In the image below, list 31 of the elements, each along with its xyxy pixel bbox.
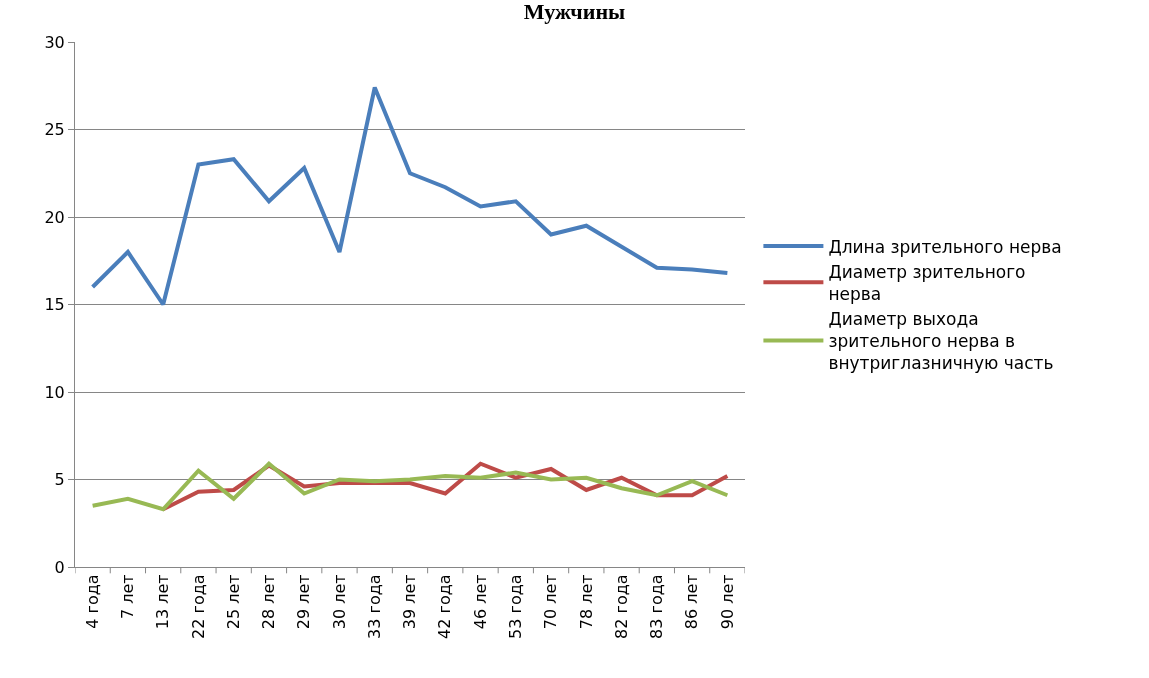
x-tick-label: 13 лет bbox=[153, 574, 173, 630]
x-tick-label: 29 лет bbox=[294, 574, 314, 630]
x-tick-label: 53 года bbox=[505, 574, 525, 639]
line-series bbox=[90, 85, 730, 307]
x-tick-label: 83 года bbox=[647, 574, 667, 639]
y-tick-label: 5 bbox=[54, 470, 65, 490]
legend-label: Диаметр зрительного нерва bbox=[828, 261, 1026, 304]
y-tick-label: 20 bbox=[44, 207, 65, 227]
y-tick-label: 0 bbox=[54, 557, 65, 577]
x-tick-label: 33 года bbox=[364, 574, 384, 639]
x-tick-label: 78 лет bbox=[576, 574, 596, 630]
x-tick-label: 30 лет bbox=[329, 574, 349, 630]
x-tick-label: 42 года bbox=[435, 574, 455, 639]
x-tick-label: 90 лет bbox=[717, 574, 737, 630]
y-tick-label: 30 bbox=[44, 32, 65, 52]
x-tick-label: 7 лет bbox=[118, 574, 138, 620]
chart-title: Мужчины bbox=[523, 0, 626, 24]
x-tick-label: 4 года bbox=[82, 574, 102, 629]
x-tick-label: 46 лет bbox=[470, 574, 490, 630]
x-tick-label: 22 года bbox=[188, 574, 208, 639]
y-tick-label: 15 bbox=[44, 295, 65, 315]
x-tick-label: 28 лет bbox=[259, 574, 279, 630]
x-tick-label: 82 года bbox=[611, 574, 631, 639]
y-tick-label: 10 bbox=[44, 382, 65, 402]
x-tick-label: 86 лет bbox=[682, 574, 702, 630]
legend-label: Длина зрительного нерва bbox=[828, 236, 1062, 257]
legend-label: Диаметр выхода зрительного нерва в внутриглазничную часть bbox=[828, 308, 1054, 374]
x-tick-label: 70 лет bbox=[541, 574, 561, 630]
y-tick-label: 25 bbox=[44, 120, 65, 140]
x-tick-label: 39 лет bbox=[400, 574, 420, 630]
x-tick-label: 25 лет bbox=[223, 574, 243, 630]
